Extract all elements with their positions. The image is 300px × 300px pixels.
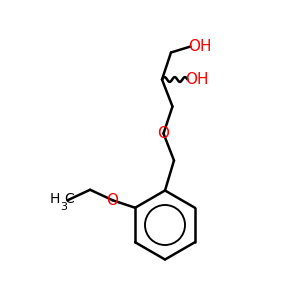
Text: H: H bbox=[50, 192, 60, 206]
Text: 3: 3 bbox=[60, 202, 67, 212]
Text: O: O bbox=[158, 126, 169, 141]
Text: OH: OH bbox=[185, 72, 208, 87]
Text: OH: OH bbox=[188, 39, 211, 54]
Text: O: O bbox=[106, 193, 119, 208]
Text: C: C bbox=[64, 192, 74, 206]
